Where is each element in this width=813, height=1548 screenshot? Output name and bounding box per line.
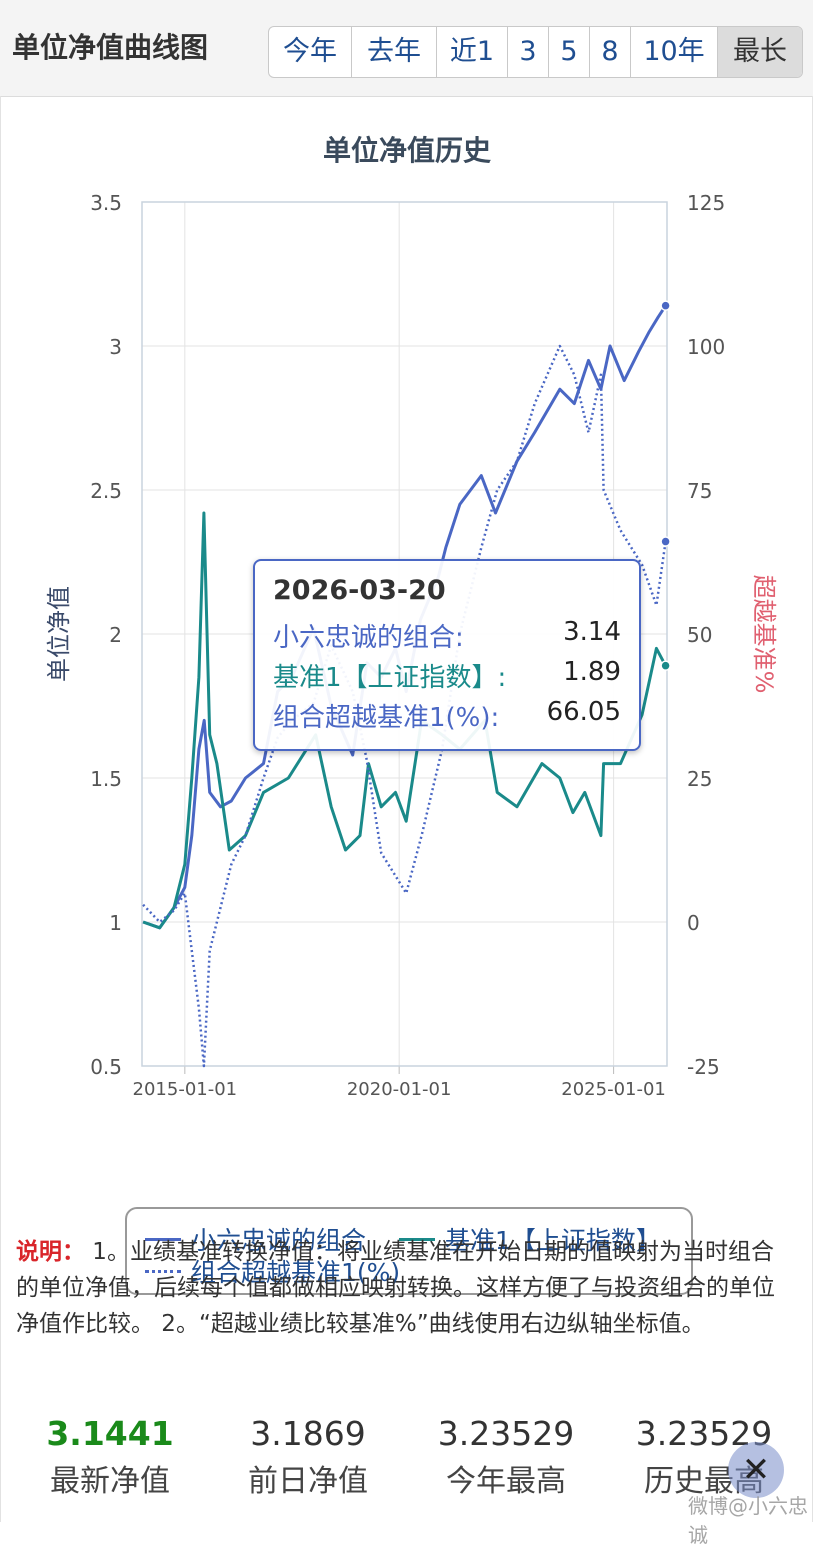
y-tick-right: -25: [687, 1055, 720, 1079]
series-end-point-0: [660, 300, 671, 311]
y-tick-right: 0: [687, 911, 700, 935]
y-axis-label-left: 单位净值: [45, 586, 73, 682]
stat-latest-nav: 3.1441 最新净值: [10, 1412, 210, 1506]
legend-label: 小六忠诚的组合: [191, 1226, 367, 1255]
legend-item-benchmark[interactable]: 基准1【上证指数】: [399, 1221, 661, 1257]
header-bar: 单位净值曲线图 今年 去年 近1 3 5 8 10年 最长: [0, 0, 813, 97]
x-tick-label: 2015-01-01: [133, 1079, 238, 1100]
legend-swatch: [399, 1237, 435, 1241]
range-button-3y[interactable]: 3: [508, 27, 549, 77]
x-tick-label: 2025-01-01: [561, 1079, 666, 1100]
series-end-point-2: [660, 536, 671, 547]
legend-item-excess[interactable]: 组合超越基准1(%): [145, 1253, 400, 1289]
legend-item-portfolio[interactable]: 小六忠诚的组合: [145, 1221, 366, 1257]
chart-note: 说明： 1。业绩基准转换净值：将业绩基准在开始日期的值映射为当时组合的单位净值，…: [16, 1234, 796, 1342]
nav-history-chart: 单位净值历史 0.5 1 1.5 2 2.5 3 3.5 -25 0 25 50 75 100 125 201…: [45, 134, 778, 1100]
close-icon[interactable]: ✕: [728, 1442, 784, 1498]
range-button-this-year[interactable]: 今年: [269, 27, 352, 77]
tooltip-label: 小六忠诚的组合:: [273, 623, 464, 653]
range-button-last-year[interactable]: 去年: [352, 27, 437, 77]
stat-label: 最新净值: [50, 1464, 170, 1499]
chart-legend: 小六忠诚的组合 基准1【上证指数】 组合超越基准1(%): [125, 1207, 693, 1295]
stat-prev-nav: 3.1869 前日净值: [208, 1412, 408, 1506]
series-line-1: [142, 511, 667, 930]
chart-tooltip: 2026-03-20 小六忠诚的组合: 3.14 基准1【上证指数】: 1.89…: [253, 559, 641, 751]
tooltip-row-excess: 组合超越基准1(%): 66.05: [273, 697, 621, 734]
stat-year-high: 3.23529 今年最高: [406, 1412, 606, 1506]
stat-label: 今年最高: [446, 1464, 566, 1499]
y-tick-left: 1.5: [90, 767, 122, 791]
range-selector: 今年 去年 近1 3 5 8 10年 最长: [268, 26, 803, 78]
stat-label: 前日净值: [248, 1464, 368, 1499]
tooltip-label: 组合超越基准1(%):: [273, 703, 500, 733]
stat-value: 3.1869: [250, 1414, 366, 1453]
range-button-10y[interactable]: 10年: [631, 27, 718, 77]
y-tick-right: 25: [687, 767, 712, 791]
tooltip-value: 66.05: [546, 697, 621, 727]
plot-area-border: [141, 201, 668, 1067]
chart-title: 单位净值历史: [323, 134, 491, 167]
tooltip-value: 1.89: [563, 657, 621, 687]
y-tick-right: 50: [687, 623, 712, 647]
range-button-1y[interactable]: 近1: [437, 27, 508, 77]
series-line-2: [142, 344, 667, 1068]
y-tick-left: 2: [109, 623, 122, 647]
y-tick-left: 2.5: [90, 479, 122, 503]
legend-label: 基准1【上证指数】: [445, 1226, 661, 1255]
note-label: 说明：: [16, 1239, 85, 1265]
range-button-5y[interactable]: 5: [549, 27, 590, 77]
range-button-max[interactable]: 最长: [718, 27, 802, 77]
y-tick-left: 1: [109, 911, 122, 935]
watermark: 微博@小六忠诚: [688, 1494, 808, 1547]
tooltip-row-benchmark: 基准1【上证指数】: 1.89: [273, 657, 621, 694]
y-tick-right: 125: [687, 191, 725, 215]
x-tick-label: 2020-01-01: [347, 1079, 452, 1100]
y-tick-left: 3: [109, 335, 122, 359]
y-tick-right: 75: [687, 479, 712, 503]
y-axis-label-right: 超越基准%: [750, 575, 778, 694]
legend-swatch: [145, 1237, 181, 1241]
y-tick-left: 0.5: [90, 1055, 122, 1079]
tooltip-label: 基准1【上证指数】:: [273, 663, 507, 693]
series-end-point-1: [660, 660, 671, 671]
stat-value: 3.23529: [437, 1414, 575, 1453]
chart-card: 单位净值历史 0.5 1 1.5 2 2.5 3 3.5 -25 0 25 50 75 100 125 201…: [0, 96, 813, 1522]
y-tick-right: 100: [687, 335, 725, 359]
legend-label: 组合超越基准1(%): [191, 1258, 401, 1287]
stat-value: 3.1441: [46, 1414, 174, 1453]
tooltip-value: 3.14: [563, 617, 621, 647]
tooltip-date: 2026-03-20: [273, 575, 446, 606]
y-tick-left: 3.5: [90, 191, 122, 215]
range-button-8y[interactable]: 8: [590, 27, 631, 77]
note-text: 1。业绩基准转换净值：将业绩基准在开始日期的值映射为当时组合的单位净值，后续每个…: [16, 1239, 775, 1337]
page-title: 单位净值曲线图: [12, 31, 209, 64]
tooltip-row-portfolio: 小六忠诚的组合: 3.14: [273, 617, 621, 654]
legend-swatch: [145, 1269, 181, 1273]
